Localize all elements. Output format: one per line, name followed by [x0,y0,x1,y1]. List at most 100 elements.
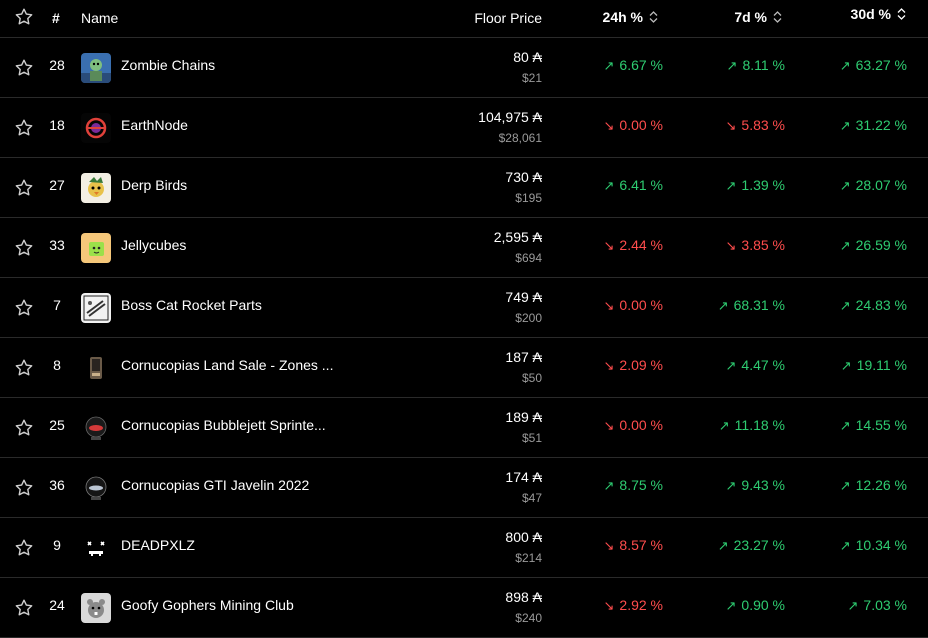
change-7d-header[interactable]: 7d % [734,9,782,25]
change-30d-header-label: 30d % [850,6,891,22]
star-icon[interactable] [14,118,34,138]
table-row[interactable]: 28 Zombie Chains 80 ₳ $21 ↗ 6.67 % ↗ 8.11 % ↗ 63.… [0,38,928,98]
change-7d: ↘ 5.83 % [726,117,786,134]
change-30d: ↗ 7.03 % [848,597,908,614]
cornucopias-bubblejett-thumbnail[interactable] [81,413,111,443]
rank: 7 [53,297,61,313]
trend-down-icon: ↘ [603,598,615,613]
table-row[interactable]: 25 Cornucopias Bubblejett Sprinte... 189 ₳… [0,398,928,458]
rank: 8 [53,357,61,373]
trend-up-icon: ↗ [839,298,851,313]
jellycubes-thumbnail[interactable] [81,233,111,263]
collection-name[interactable]: Goofy Gophers Mining Club [121,597,294,613]
change-7d: ↗ 4.47 % [726,357,786,374]
table-row[interactable]: 27 Derp Birds 730 ₳ $195 ↗ 6.41 % ↗ 1.39 % ↗ 28.0… [0,158,928,218]
star-icon[interactable] [14,478,34,498]
table-row[interactable]: 33 Jellycubes 2,595 ₳ $694 ↘ 2.44 % ↘ 3.85 % ↗ 26… [0,218,928,278]
change-30d: ↗ 19.11 % [841,357,907,374]
change-24h-value: 6.67 % [619,57,663,73]
collection-name[interactable]: Derp Birds [121,177,188,193]
cornucopias-gti-javelin-thumbnail[interactable] [81,473,111,503]
collection-name[interactable]: Zombie Chains [121,57,216,73]
rank: 24 [49,597,65,613]
collection-name[interactable]: Cornucopias GTI Javelin 2022 [121,477,310,493]
trend-down-icon: ↘ [725,238,737,253]
zombie-chains-thumbnail[interactable] [81,53,111,83]
trend-up-icon: ↗ [839,478,851,493]
change-7d: ↘ 3.85 % [726,237,786,254]
change-24h-value: 0.00 % [619,297,663,313]
change-24h: ↘ 0.00 % [604,417,664,434]
star-icon[interactable] [14,238,34,258]
cornucopias-land-thumbnail[interactable] [81,353,111,383]
star-icon[interactable] [14,178,34,198]
goofy-gophers-thumbnail[interactable] [81,593,111,623]
change-30d-header[interactable]: 30d % [851,6,906,22]
floor-price: 104,975 ₳ $28,061 [478,108,542,147]
collection-name[interactable]: Cornucopias Bubblejett Sprinte... [121,417,326,433]
trend-up-icon: ↗ [725,598,737,613]
floor-price-usd: $240 [515,611,542,625]
change-7d-value: 4.47 % [741,357,785,373]
trend-down-icon: ↘ [603,358,615,373]
change-7d-value: 5.83 % [741,117,785,133]
star-icon[interactable] [14,58,34,78]
change-24h-header[interactable]: 24h % [603,9,658,25]
trend-up-icon: ↗ [839,58,851,73]
rank-header: # [52,10,60,26]
change-30d: ↗ 10.34 % [840,537,907,554]
change-7d-value: 0.90 % [741,597,785,613]
table-row[interactable]: 7 Boss Cat Rocket Parts 749 ₳ $200 ↘ 0.00 % ↗ 6… [0,278,928,338]
derp-birds-thumbnail[interactable] [81,173,111,203]
rank: 33 [49,237,65,253]
table-row[interactable]: 36 Cornucopias GTI Javelin 2022 174 ₳ $47 ↗ 8… [0,458,928,518]
change-30d: ↗ 24.83 % [840,297,907,314]
change-24h-value: 8.75 % [619,477,663,493]
floor-price-ada: 174 ₳ [505,469,542,485]
change-30d-value: 26.59 % [855,237,907,253]
trend-up-icon: ↗ [839,118,851,133]
floor-price-header[interactable]: Floor Price [474,10,542,26]
change-7d-value: 68.31 % [733,297,785,313]
change-7d: ↗ 9.43 % [726,477,786,494]
boss-cat-rocket-parts-thumbnail[interactable] [81,293,111,323]
star-icon[interactable] [14,358,34,378]
floor-price: 80 ₳ $21 [513,48,542,87]
change-7d: ↗ 68.31 % [718,297,785,314]
star-icon[interactable] [14,298,34,318]
change-7d: ↗ 23.27 % [718,537,785,554]
table-row[interactable]: 24 Goofy Gophers Mining Club 898 ₳ $240 ↘ 2.9… [0,578,928,638]
table-row[interactable]: 8 Cornucopias Land Sale - Zones ... 187 ₳ $… [0,338,928,398]
star-icon[interactable] [14,418,34,438]
collection-name[interactable]: EarthNode [121,117,188,133]
trend-up-icon: ↗ [726,58,738,73]
change-24h: ↘ 2.44 % [604,237,664,254]
collection-name[interactable]: DEADPXLZ [121,537,195,553]
floor-price-ada: 800 ₳ [505,529,542,545]
name-header[interactable]: Name [81,10,119,26]
collection-name[interactable]: Cornucopias Land Sale - Zones ... [121,357,334,373]
change-7d: ↗ 8.11 % [727,57,785,74]
star-icon[interactable] [14,538,34,558]
change-30d-value: 10.34 % [855,537,907,553]
floor-price-usd: $214 [515,551,542,565]
change-30d: ↗ 14.55 % [840,417,907,434]
earthnode-thumbnail[interactable] [81,113,111,143]
floor-price-ada: 730 ₳ [505,169,542,185]
trend-down-icon: ↘ [603,118,615,133]
collection-name[interactable]: Boss Cat Rocket Parts [121,297,262,313]
trend-up-icon: ↗ [840,358,852,373]
floor-price: 174 ₳ $47 [505,468,542,507]
deadpxlz-thumbnail[interactable] [81,533,111,563]
change-24h-value: 8.57 % [619,537,663,553]
change-30d-value: 14.55 % [855,417,907,433]
collection-name[interactable]: Jellycubes [121,237,187,253]
table-row[interactable]: 18 EarthNode 104,975 ₳ $28,061 ↘ 0.00 % ↘ 5.83 … [0,98,928,158]
star-icon[interactable] [14,7,34,27]
change-24h-value: 6.41 % [619,177,663,193]
table-header: # Name Floor Price 24h % 7d % 30d % [0,0,928,38]
star-icon[interactable] [14,598,34,618]
table-row[interactable]: 9 DEADPXLZ 800 ₳ $214 ↘ 8.57 % ↗ 23.27 % ↗ 10.34 … [0,518,928,578]
floor-price-ada: 749 ₳ [505,289,542,305]
